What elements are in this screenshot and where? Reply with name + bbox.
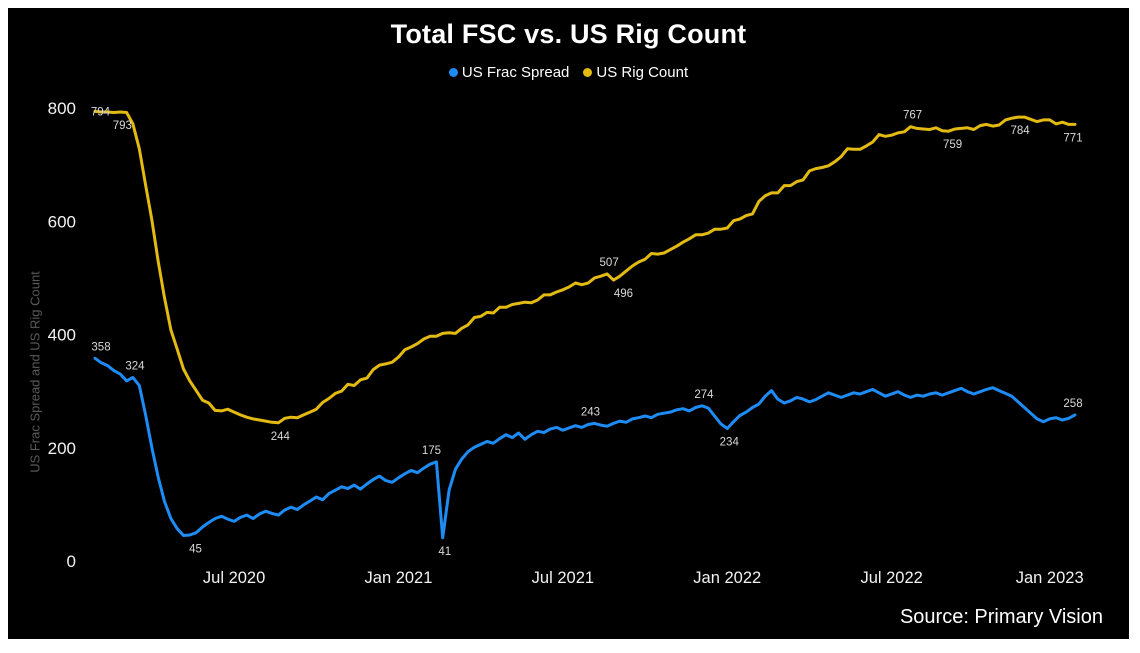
chart-panel: Total FSC vs. US Rig Count US Frac Sprea… <box>8 8 1129 639</box>
y-tick-label-800: 800 <box>48 99 76 118</box>
point-label-us-frac-spread-274: 274 <box>694 389 714 401</box>
x-tick-label-jan-2021: Jan 2021 <box>365 569 433 587</box>
point-label-us-frac-spread-175: 175 <box>422 445 441 457</box>
point-label-us-rig-count-771: 771 <box>1063 132 1082 144</box>
x-tick-label-jul-2022: Jul 2022 <box>860 569 922 587</box>
source-note: Source: Primary Vision <box>899 606 1103 628</box>
chart-title: Total FSC vs. US Rig Count <box>390 19 747 49</box>
point-label-us-frac-spread-358: 358 <box>91 341 110 353</box>
point-label-us-frac-spread-258: 258 <box>1063 398 1082 410</box>
series-line-us-rig-count <box>93 109 1077 425</box>
legend-label-us-frac-spread: US Frac Spread <box>461 64 570 81</box>
point-label-us-rig-count-759: 759 <box>943 139 962 151</box>
y-tick-label-0: 0 <box>67 552 76 571</box>
x-tick-label-jan-2023: Jan 2023 <box>1016 569 1084 587</box>
legend-label-us-rig-count: US Rig Count <box>596 64 689 81</box>
point-label-us-rig-count-496: 496 <box>614 288 633 300</box>
y-tick-label-600: 600 <box>48 212 76 231</box>
y-tick-label-200: 200 <box>48 439 76 458</box>
x-tick-label-jul-2021: Jul 2021 <box>532 569 594 587</box>
y-tick-label-400: 400 <box>48 326 76 345</box>
point-label-us-rig-count-784: 784 <box>1011 125 1031 137</box>
legend: US Frac Spread US Rig Count <box>8 64 1129 81</box>
point-label-us-rig-count-507: 507 <box>600 257 619 269</box>
point-label-us-frac-spread-45: 45 <box>189 544 202 556</box>
legend-dot-yellow-icon <box>583 68 593 77</box>
point-label-us-frac-spread-234: 234 <box>720 436 740 448</box>
legend-item-us-rig-count[interactable]: US Rig Count <box>583 64 688 81</box>
chart-canvas: 800 600 400 200 0 Jul 2020 Jan 2021 Jul 2021 Jan… <box>48 99 1084 587</box>
point-label-us-frac-spread-41: 41 <box>438 546 451 558</box>
point-label-us-rig-count-794: 794 <box>91 106 111 118</box>
point-label-us-frac-spread-243: 243 <box>581 406 600 418</box>
legend-dot-blue-icon <box>448 68 458 77</box>
point-label-us-rig-count-244: 244 <box>271 431 291 443</box>
x-tick-label-jan-2022: Jan 2022 <box>693 569 761 587</box>
x-tick-label-jul-2020: Jul 2020 <box>203 569 265 587</box>
legend-item-us-frac-spread[interactable]: US Frac Spread <box>448 64 570 81</box>
point-label-us-frac-spread-324: 324 <box>125 361 145 373</box>
point-label-us-rig-count-793: 793 <box>113 120 132 132</box>
series-line-us-frac-spread <box>93 356 1077 540</box>
point-label-us-rig-count-767: 767 <box>903 110 922 122</box>
